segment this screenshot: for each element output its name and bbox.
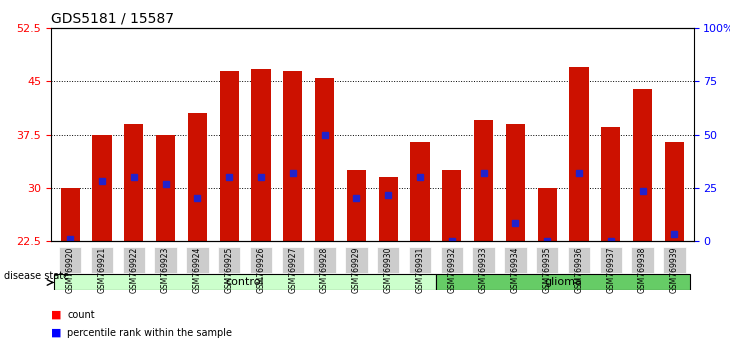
Text: GSM769937: GSM769937 <box>607 246 615 293</box>
Text: GSM769930: GSM769930 <box>384 246 393 293</box>
Bar <box>474 120 493 241</box>
Bar <box>410 142 429 241</box>
Bar <box>283 71 302 241</box>
FancyBboxPatch shape <box>631 247 654 273</box>
Text: glioma: glioma <box>544 278 582 287</box>
Text: GSM769932: GSM769932 <box>447 246 456 293</box>
FancyBboxPatch shape <box>472 247 495 273</box>
Bar <box>220 71 239 241</box>
FancyBboxPatch shape <box>664 247 685 273</box>
Bar <box>569 67 588 241</box>
Bar <box>442 170 461 241</box>
FancyBboxPatch shape <box>54 274 436 290</box>
FancyBboxPatch shape <box>59 247 81 273</box>
FancyBboxPatch shape <box>536 247 558 273</box>
Text: count: count <box>67 310 95 320</box>
Text: GDS5181 / 15587: GDS5181 / 15587 <box>51 12 174 26</box>
Text: GSM769929: GSM769929 <box>352 246 361 293</box>
Bar <box>93 135 112 241</box>
FancyBboxPatch shape <box>441 247 463 273</box>
Text: GSM769934: GSM769934 <box>511 246 520 293</box>
FancyBboxPatch shape <box>377 247 399 273</box>
FancyBboxPatch shape <box>313 247 336 273</box>
FancyBboxPatch shape <box>218 247 240 273</box>
FancyBboxPatch shape <box>345 247 367 273</box>
FancyBboxPatch shape <box>409 247 431 273</box>
Bar <box>156 135 175 241</box>
FancyBboxPatch shape <box>568 247 590 273</box>
Bar <box>347 170 366 241</box>
Text: GSM769926: GSM769926 <box>256 246 266 293</box>
FancyBboxPatch shape <box>123 247 145 273</box>
Bar <box>665 142 684 241</box>
Bar <box>538 188 557 241</box>
Text: percentile rank within the sample: percentile rank within the sample <box>67 328 232 338</box>
Bar <box>124 124 143 241</box>
Bar <box>188 113 207 241</box>
Bar <box>379 177 398 241</box>
Text: ■: ■ <box>51 328 61 338</box>
Bar <box>506 124 525 241</box>
FancyBboxPatch shape <box>436 274 691 290</box>
FancyBboxPatch shape <box>250 247 272 273</box>
Text: GSM769920: GSM769920 <box>66 246 74 293</box>
Text: ■: ■ <box>51 310 61 320</box>
Text: GSM769927: GSM769927 <box>288 246 297 293</box>
Text: GSM769939: GSM769939 <box>670 246 679 293</box>
Text: GSM769921: GSM769921 <box>98 246 107 293</box>
Text: GSM769922: GSM769922 <box>129 246 138 293</box>
Text: GSM769924: GSM769924 <box>193 246 202 293</box>
Text: GSM769938: GSM769938 <box>638 246 647 293</box>
Text: disease state: disease state <box>4 271 69 281</box>
Text: control: control <box>226 278 264 287</box>
FancyBboxPatch shape <box>504 247 526 273</box>
Text: GSM769925: GSM769925 <box>225 246 234 293</box>
FancyBboxPatch shape <box>599 247 622 273</box>
Text: GSM769923: GSM769923 <box>161 246 170 293</box>
Text: GSM769936: GSM769936 <box>575 246 583 293</box>
Bar <box>61 188 80 241</box>
Bar <box>251 69 271 241</box>
Bar <box>633 88 652 241</box>
Text: GSM769935: GSM769935 <box>542 246 552 293</box>
FancyBboxPatch shape <box>91 247 113 273</box>
Bar <box>315 78 334 241</box>
Text: GSM769933: GSM769933 <box>479 246 488 293</box>
FancyBboxPatch shape <box>155 247 177 273</box>
Text: GSM769928: GSM769928 <box>320 246 329 293</box>
FancyBboxPatch shape <box>186 247 209 273</box>
Text: GSM769931: GSM769931 <box>415 246 425 293</box>
Bar <box>602 127 620 241</box>
FancyBboxPatch shape <box>282 247 304 273</box>
